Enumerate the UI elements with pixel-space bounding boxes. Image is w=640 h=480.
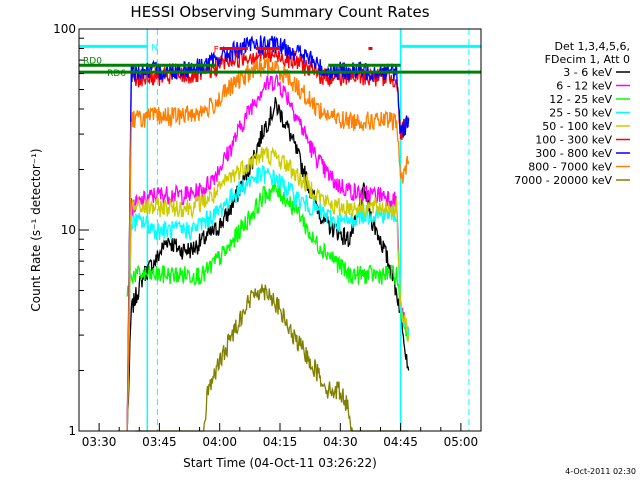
plot-area (126, 29, 470, 432)
series-3-6-kev (126, 97, 410, 432)
legend-label-6-12-kev: 6 - 12 keV (556, 80, 612, 93)
annotation-rd0: RD0 (83, 56, 102, 66)
legend-header-line-1: Det 1,3,4,5,6, (554, 40, 630, 53)
legend-label-50-100-kev: 50 - 100 keV (542, 120, 612, 133)
axis-ticks: 03:30 03:45 04:00 04:15 04:30 04:45 05:00 1 10 10… (53, 22, 482, 449)
legend-label-7000-20000-kev: 7000 - 20000 keV (514, 174, 612, 187)
x-tick-label: 04:45 (383, 435, 418, 449)
y-tick-label: 100 (53, 22, 76, 36)
x-tick-label: 05:00 (444, 435, 479, 449)
series-100-300-kev (126, 46, 410, 432)
x-axis-label: Start Time (04-Oct-11 03:26:22) (183, 456, 377, 470)
series-6-12-kev (126, 73, 410, 432)
legend-label-800-7000-kev: 800 - 7000 keV (528, 161, 612, 174)
legend-label-3-6-kev: 3 - 6 keV (563, 66, 612, 79)
series-800-7000-kev (126, 57, 410, 432)
series-7000-20000-kev (135, 284, 409, 432)
y-tick-label: 10 (61, 223, 76, 237)
legend-header-line-2: FDecim 1, Att 0 (545, 53, 630, 66)
series-12-25-kev (126, 181, 409, 341)
x-tick-label: 04:30 (323, 435, 358, 449)
series-300-800-kev (126, 35, 410, 432)
legend-label-12-25-kev: 12 - 25 keV (549, 93, 612, 106)
y-axis-label: Count Rate (s⁻¹ detector⁻¹) (29, 148, 43, 311)
chart-title: HESSI Observing Summary Count Rates (130, 3, 429, 21)
series-50-100-kev (126, 145, 410, 432)
x-tick-label: 03:45 (142, 435, 177, 449)
y-tick-label: 1 (68, 424, 76, 438)
legend-label-300-800-kev: 300 - 800 keV (535, 147, 612, 160)
x-tick-label: 04:00 (202, 435, 237, 449)
timestamp: 4-Oct-2011 02:30 (565, 467, 636, 476)
x-tick-label: 04:15 (263, 435, 298, 449)
legend-label-25-50-kev: 25 - 50 keV (549, 107, 612, 120)
annotation-n: N (151, 43, 158, 53)
x-tick-label: 03:30 (82, 435, 117, 449)
flag-bars: N F RD0 RD6 (79, 43, 481, 79)
annotation-f: F (214, 45, 219, 55)
legend-label-100-300-kev: 100 - 300 keV (535, 134, 612, 147)
series-25-50-kev (126, 164, 410, 432)
annotation-rd6: RD6 (107, 69, 126, 79)
